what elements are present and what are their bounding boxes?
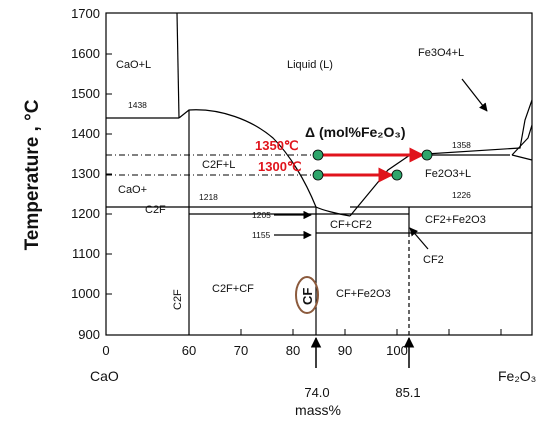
liquidus-point [312,169,324,181]
x-tick-label: 70 [234,343,248,358]
comp-label-851: 85.1 [395,385,420,400]
x-left-label: CaO [90,368,119,384]
region-fe2o3-l: Fe2O3+L [425,168,471,180]
x-right-label: Fe₂O₃ [498,368,536,384]
region-c2f-vertical: C2F [172,289,184,310]
region-cao-l: CaO+L [116,59,151,71]
y-tick-label: 1300 [71,166,100,181]
x-tick-marks [240,329,502,335]
temp-label-1358: 1358 [452,140,471,150]
x-tick-label: 90 [338,343,352,358]
temp-label-1438: 1438 [128,100,147,110]
x-tick-label: 0 [102,343,109,358]
temp-label-1226: 1226 [452,190,471,200]
label-1350: 1350℃ [255,138,299,153]
x-axis-title: mass% [295,402,341,418]
y-tick-label: 1000 [71,286,100,301]
y-tick-label: 1600 [71,46,100,61]
y-tick-label: 1100 [72,246,100,261]
phase-boundaries [106,12,533,335]
liquidus-point [312,149,324,161]
temp-label-1205: 1205 [252,210,271,220]
cf-highlight-ellipse [295,276,319,314]
y-tick-label: 900 [78,327,100,342]
arrow-cf2 [409,227,429,250]
region-liquid: Liquid (L) [287,59,333,71]
region-cao-plus: CaO+ [118,184,147,196]
x-tick-label: 80 [286,343,300,358]
liquidus-point [421,149,433,161]
y-tick-label: 1700 [71,6,100,21]
region-cf-cf2: CF+CF2 [330,219,372,231]
y-tick-label: 1200 [71,206,100,221]
y-tick-label: 1500 [71,86,100,101]
region-c2f-cf: C2F+CF [212,283,254,295]
region-c2f-l: C2F+L [202,159,235,171]
y-tick-marks [106,53,112,295]
x-tick-label: 60 [182,343,196,358]
region-cf-fe2o3: CF+Fe2O3 [336,288,391,300]
temp-label-1218: 1218 [199,192,218,202]
comp-label-740: 74.0 [304,385,329,400]
region-cf-circled: CF [300,288,315,305]
region-cf2-fe2o3: CF2+Fe2O3 [425,214,486,226]
temp-label-1155: 1155 [252,230,271,240]
region-c2f: C2F [145,204,166,216]
y-axis-title: Temperature , °C [22,99,43,250]
label-1300: 1300℃ [258,159,302,174]
x-tick-label: 100 [386,343,408,358]
delta-label: Δ (mol%Fe₂O₃) [305,124,406,140]
liquidus-point [391,169,403,181]
arrow-fe3o4 [461,78,488,112]
region-fe3o4-l: Fe3O4+L [418,47,464,59]
y-tick-label: 1400 [71,126,100,141]
region-cf2: CF2 [423,254,444,266]
